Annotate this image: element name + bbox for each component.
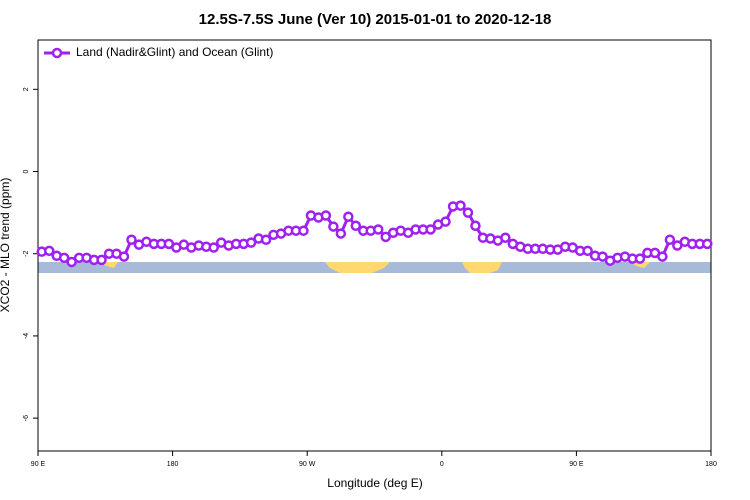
data-point	[455, 200, 466, 211]
data-point	[500, 232, 511, 243]
x-axis-label: Longitude (deg E)	[327, 476, 422, 490]
data-point	[298, 225, 309, 236]
data-point	[96, 254, 107, 266]
data-point	[440, 216, 451, 227]
x-tick-label: 180	[167, 461, 179, 468]
data-point	[350, 220, 362, 232]
data-point	[470, 220, 481, 232]
y-tick-label: -6	[23, 415, 30, 421]
x-tick-label: 180	[705, 461, 717, 468]
y-tick-label: -4	[23, 333, 30, 339]
data-point	[425, 224, 436, 235]
data-point	[702, 238, 713, 250]
data-point	[320, 210, 332, 221]
data-point	[582, 245, 593, 257]
data-point	[380, 231, 391, 243]
y-tick-label: -2	[23, 251, 30, 257]
data-point	[657, 251, 668, 262]
data-point	[245, 237, 257, 248]
legend-marker	[51, 47, 63, 59]
data-point	[328, 221, 339, 232]
legend-label: Land (Nadir&Glint) and Ocean (Glint)	[76, 45, 273, 59]
data-point	[260, 234, 272, 245]
data-point	[335, 228, 347, 239]
y-tick-label: 0	[23, 169, 30, 173]
data-point	[58, 252, 70, 264]
y-tick-label: 2	[23, 87, 30, 91]
data-point	[126, 234, 137, 245]
data-point	[372, 224, 384, 235]
data-point	[597, 251, 608, 262]
data-point	[43, 245, 55, 257]
data-point	[118, 251, 130, 262]
data-point	[664, 234, 676, 245]
data-point	[634, 253, 646, 264]
x-tick-label: 90 W	[299, 461, 316, 468]
data-point	[66, 256, 77, 268]
land-strip	[38, 262, 711, 273]
data-point	[343, 211, 354, 222]
data-point	[208, 242, 219, 253]
x-tick-label: 0	[440, 461, 444, 468]
x-tick-label: 90 E	[569, 461, 584, 468]
y-axis-label: XCO2 - MLO trend (ppm)	[0, 178, 12, 313]
chart-title: 12.5S-7.5S June (Ver 10) 2015-01-01 to 2…	[199, 11, 552, 28]
x-tick-label: 90 E	[31, 461, 46, 468]
data-point	[462, 207, 474, 218]
